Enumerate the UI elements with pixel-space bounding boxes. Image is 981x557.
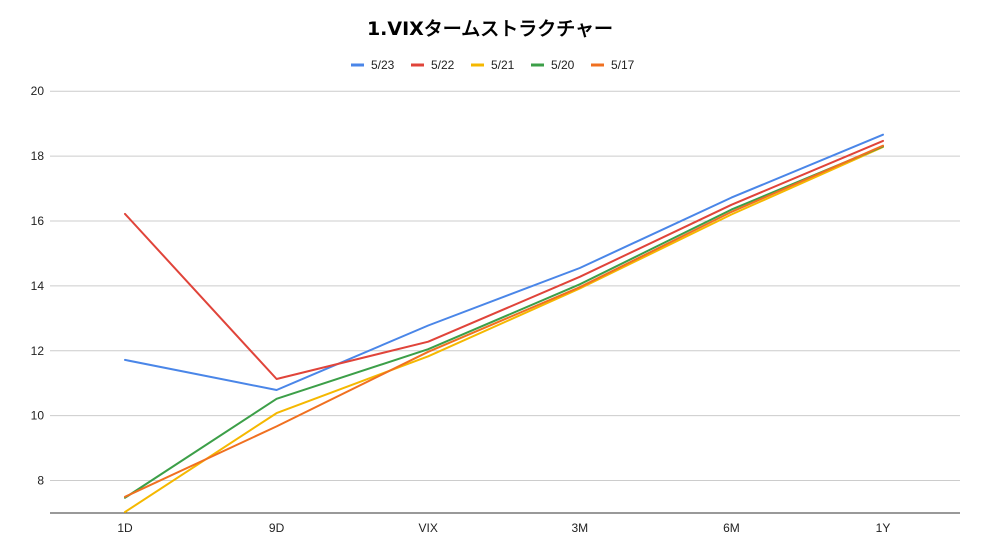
y-tick-label: 20 [31,84,45,98]
chart-title: 1.VIXタームストラクチャー [367,18,613,40]
y-tick-label: 12 [31,344,45,358]
legend-label: 5/21 [491,58,515,72]
series-line-5-23 [124,133,884,391]
series-line-5-20 [124,145,884,499]
series-line-5-21 [124,146,884,513]
x-tick-label: 6M [723,521,740,535]
legend-label: 5/22 [431,58,455,72]
legend: 5/23 5/22 5/21 5/20 5/17 [351,58,635,72]
legend-label: 5/20 [551,58,575,72]
y-tick-label: 8 [37,474,44,488]
y-tick-label: 16 [31,214,45,228]
y-tick-label: 18 [31,149,45,163]
x-tick-label: 1Y [876,521,891,535]
series-line-5-17 [124,144,884,498]
y-tick-label: 14 [31,279,45,293]
x-tick-label: 9D [269,521,285,535]
x-axis-ticks: 1D 9D VIX 3M 6M 1Y [117,521,890,535]
y-axis-ticks: 8 10 12 14 16 18 20 [31,84,45,487]
x-tick-label: 1D [117,521,133,535]
series-lines [124,133,884,513]
y-tick-label: 10 [31,409,45,423]
series-line-5-22 [124,139,884,380]
gridlines [50,90,960,514]
legend-label: 5/17 [611,58,635,72]
x-tick-label: VIX [419,521,438,535]
x-tick-label: 3M [571,521,588,535]
legend-label: 5/23 [371,58,395,72]
